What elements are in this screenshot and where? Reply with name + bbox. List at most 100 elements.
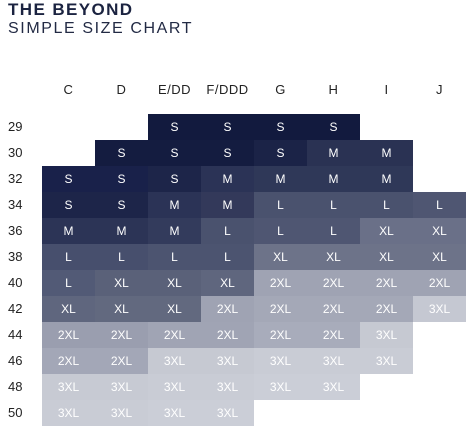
size-cell: 2XL <box>95 322 148 348</box>
size-cell: 3XL <box>360 322 413 348</box>
size-cell: M <box>201 192 254 218</box>
size-cell: M <box>42 218 95 244</box>
row-header: 42 <box>8 301 23 316</box>
size-cell: 2XL <box>42 348 95 374</box>
size-cell: L <box>254 218 307 244</box>
size-cell: S <box>42 192 95 218</box>
size-cell: 2XL <box>95 348 148 374</box>
row-header: 46 <box>8 353 23 368</box>
size-cell: S <box>254 114 307 140</box>
row-header: 30 <box>8 145 23 160</box>
size-cell: M <box>254 166 307 192</box>
size-cell: 2XL <box>360 270 413 296</box>
size-cell: S <box>307 114 360 140</box>
size-cell: XL <box>413 244 466 270</box>
column-header: F/DDD <box>206 82 249 97</box>
size-cell: L <box>413 192 466 218</box>
size-cell: M <box>360 166 413 192</box>
size-cell: 2XL <box>254 270 307 296</box>
row-header: 48 <box>8 379 23 394</box>
size-cell: S <box>95 192 148 218</box>
size-cell: 3XL <box>360 348 413 374</box>
column-header: G <box>275 82 286 97</box>
size-cell: 2XL <box>254 296 307 322</box>
size-cell: XL <box>95 270 148 296</box>
row-header: 50 <box>8 405 23 420</box>
size-cell: M <box>148 192 201 218</box>
brand-title: THE BEYOND <box>8 0 134 19</box>
size-cell: 3XL <box>148 348 201 374</box>
size-cell: L <box>307 192 360 218</box>
size-cell: L <box>95 244 148 270</box>
size-cell: 3XL <box>201 400 254 426</box>
size-cell: S <box>254 140 307 166</box>
size-cell: L <box>148 244 201 270</box>
size-cell: 3XL <box>413 296 466 322</box>
size-cell: L <box>201 218 254 244</box>
size-cell: XL <box>95 296 148 322</box>
row-header: 36 <box>8 223 23 238</box>
size-cell: M <box>360 140 413 166</box>
row-header: 38 <box>8 249 23 264</box>
size-cell: XL <box>254 244 307 270</box>
size-cell: 2XL <box>254 322 307 348</box>
size-cell: S <box>201 114 254 140</box>
size-cell: 2XL <box>307 270 360 296</box>
column-header: E/DD <box>157 82 192 97</box>
size-cell: S <box>42 166 95 192</box>
chart-subtitle: SIMPLE SIZE CHART <box>8 20 194 37</box>
size-cell: XL <box>201 270 254 296</box>
size-cell: 3XL <box>307 348 360 374</box>
size-cell: 3XL <box>307 374 360 400</box>
size-cell: S <box>148 166 201 192</box>
size-cell: XL <box>360 218 413 244</box>
size-cell: 2XL <box>42 322 95 348</box>
row-header: 32 <box>8 171 23 186</box>
size-cell: L <box>201 244 254 270</box>
size-cell: 2XL <box>307 322 360 348</box>
size-cell: 3XL <box>148 400 201 426</box>
size-cell: 3XL <box>201 348 254 374</box>
size-cell: 3XL <box>148 374 201 400</box>
size-cell: M <box>307 140 360 166</box>
size-cell: L <box>254 192 307 218</box>
size-cell: 3XL <box>254 374 307 400</box>
size-cell: XL <box>307 244 360 270</box>
size-cell: 2XL <box>307 296 360 322</box>
column-header: C <box>63 82 74 97</box>
column-header: H <box>328 82 339 97</box>
size-cell: 3XL <box>201 374 254 400</box>
size-cell: 2XL <box>201 322 254 348</box>
size-cell: S <box>95 166 148 192</box>
size-cell: L <box>42 244 95 270</box>
row-header: 44 <box>8 327 23 342</box>
size-cell: XL <box>148 270 201 296</box>
size-cell: 3XL <box>42 374 95 400</box>
size-cell: 3XL <box>95 400 148 426</box>
size-cell: 3XL <box>42 400 95 426</box>
size-cell: XL <box>42 296 95 322</box>
size-cell: 2XL <box>201 296 254 322</box>
column-header: D <box>116 82 127 97</box>
size-cell: 2XL <box>360 296 413 322</box>
size-cell: 3XL <box>95 374 148 400</box>
size-cell: L <box>360 192 413 218</box>
row-header: 34 <box>8 197 23 212</box>
row-header: 40 <box>8 275 23 290</box>
size-cell: XL <box>413 218 466 244</box>
size-cell: L <box>42 270 95 296</box>
size-cell: M <box>95 218 148 244</box>
size-cell: L <box>307 218 360 244</box>
size-cell: M <box>201 166 254 192</box>
size-cell: S <box>148 140 201 166</box>
size-cell: S <box>95 140 148 166</box>
column-header: I <box>384 82 389 97</box>
size-cell: S <box>201 140 254 166</box>
size-cell: 2XL <box>413 270 466 296</box>
size-cell: 3XL <box>254 348 307 374</box>
size-cell: M <box>307 166 360 192</box>
size-cell: S <box>148 114 201 140</box>
size-cell: XL <box>148 296 201 322</box>
column-header: J <box>436 82 443 97</box>
size-cell: XL <box>360 244 413 270</box>
